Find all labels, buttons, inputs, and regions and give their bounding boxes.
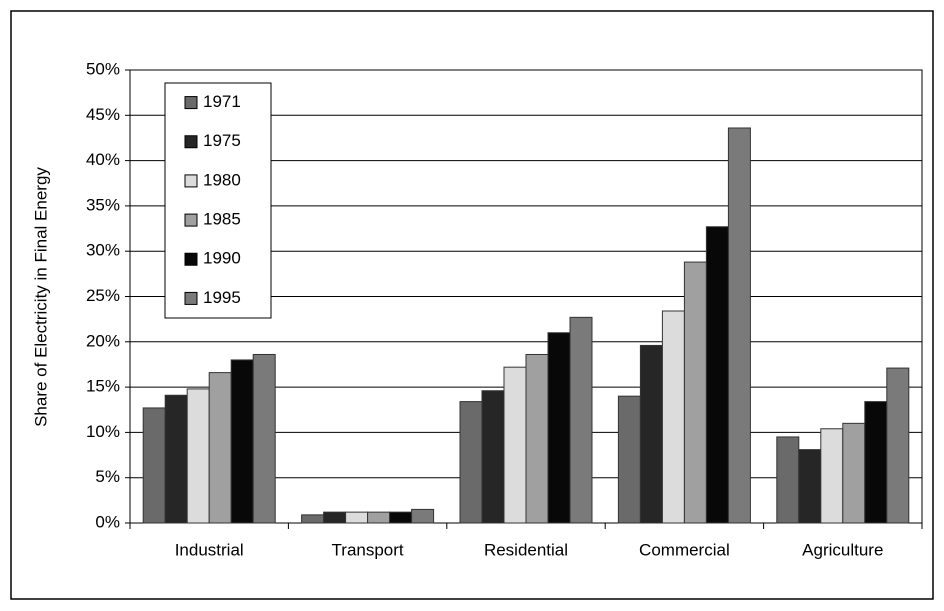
legend-label: 1990 xyxy=(203,249,241,268)
bar xyxy=(705,226,729,524)
x-tick-label: Residential xyxy=(484,540,568,559)
bar xyxy=(164,394,188,524)
bar xyxy=(661,310,685,524)
y-tick-label: 25% xyxy=(86,286,120,305)
bar xyxy=(503,366,527,524)
y-tick-label: 35% xyxy=(86,195,120,214)
bar xyxy=(776,436,800,524)
y-tick-label: 15% xyxy=(86,377,120,396)
legend xyxy=(164,82,272,319)
bar xyxy=(569,316,593,524)
legend-label: 1995 xyxy=(203,288,241,307)
bar xyxy=(886,367,910,524)
y-tick-label: 10% xyxy=(86,422,120,441)
y-tick-label: 45% xyxy=(86,105,120,124)
bar xyxy=(481,390,505,524)
y-tick-label: 30% xyxy=(86,241,120,260)
bar xyxy=(367,511,391,524)
bar xyxy=(389,511,413,524)
legend-label: 1975 xyxy=(203,131,241,150)
bar xyxy=(683,261,707,524)
y-tick-label: 50% xyxy=(86,59,120,78)
bar xyxy=(230,359,254,524)
legend-label: 1985 xyxy=(203,210,241,229)
bar xyxy=(617,395,641,524)
legend-label: 1971 xyxy=(203,92,241,111)
x-tick-label: Transport xyxy=(332,540,404,559)
x-tick-label: Commercial xyxy=(639,540,730,559)
y-axis-label: Share of Electricity in Final Energy xyxy=(31,167,50,427)
y-tick-label: 5% xyxy=(95,467,120,486)
bar xyxy=(547,332,571,524)
bar xyxy=(525,353,549,524)
bar xyxy=(459,401,483,524)
y-tick-label: 0% xyxy=(95,512,120,531)
legend-swatch xyxy=(184,96,198,110)
bar xyxy=(820,428,844,524)
x-tick-label: Agriculture xyxy=(802,540,883,559)
legend-swatch xyxy=(184,291,198,305)
legend-swatch xyxy=(184,135,198,149)
bar xyxy=(639,344,663,524)
bar xyxy=(142,407,166,524)
bar xyxy=(411,508,435,524)
bar xyxy=(842,422,866,524)
bar xyxy=(727,127,751,524)
bar xyxy=(186,388,210,524)
legend-label: 1980 xyxy=(203,170,241,189)
bar xyxy=(323,511,347,524)
bar xyxy=(798,449,822,524)
y-tick-label: 20% xyxy=(86,331,120,350)
y-tick-label: 40% xyxy=(86,150,120,169)
legend-swatch xyxy=(184,174,198,188)
bar xyxy=(208,372,232,524)
x-tick-label: Industrial xyxy=(175,540,244,559)
legend-swatch xyxy=(184,213,198,227)
bar xyxy=(252,353,276,524)
bar xyxy=(301,514,325,524)
legend-swatch xyxy=(184,252,198,266)
bar xyxy=(864,401,888,524)
bar xyxy=(345,511,369,524)
